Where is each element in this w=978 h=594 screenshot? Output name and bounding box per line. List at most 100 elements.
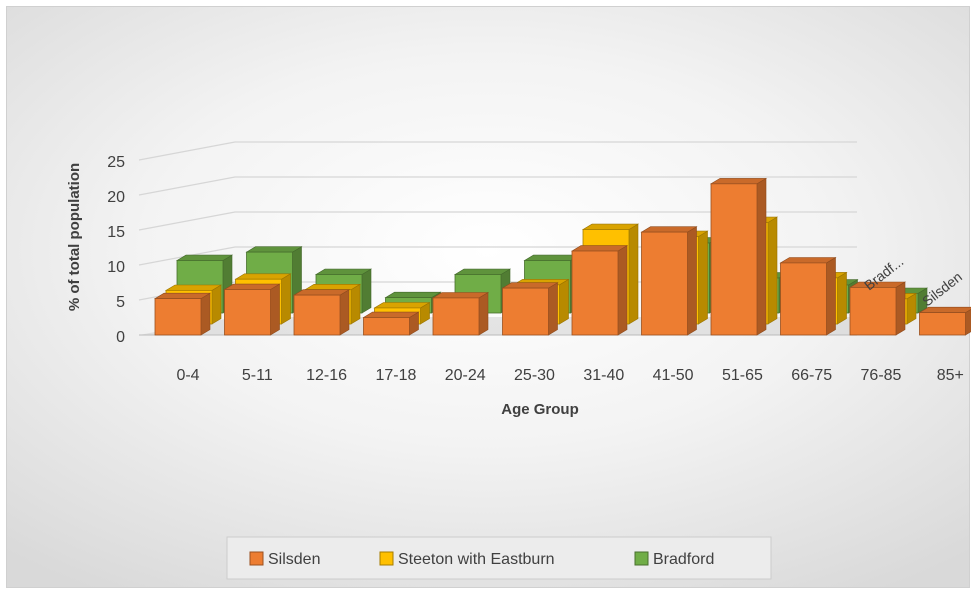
chart-area: 0 5 10 15 20 25 0-4 5-11 12-16 17-18 20-24 25-30 31… (6, 6, 978, 588)
bar-side (756, 177, 767, 336)
legend-item: Silsden (249, 551, 320, 568)
bar-side (350, 283, 361, 325)
y-tick-label: 15 (107, 224, 125, 241)
x-tick-label: 51-65 (722, 367, 763, 384)
bar-side (339, 289, 350, 336)
legend-label: Silsden (268, 551, 320, 568)
bar-side (628, 223, 639, 325)
bar-front (293, 294, 341, 336)
bar-top (223, 283, 281, 290)
bar-front (154, 298, 202, 336)
bar-front (919, 312, 966, 336)
y-axis-title: % of total population (66, 163, 83, 311)
y-axis-ticks: 0 5 10 15 20 25 (107, 154, 125, 346)
bar-front (224, 289, 271, 336)
bar-top (709, 178, 768, 185)
x-axis-title: Age Group (501, 401, 579, 418)
bar-side (211, 284, 222, 325)
bar-top (570, 245, 629, 252)
legend-item: Bradford (634, 551, 714, 568)
bar-side (826, 256, 836, 336)
bar-top (453, 268, 512, 275)
bar (918, 306, 976, 336)
bar-front (502, 287, 549, 336)
bar-top (779, 257, 837, 264)
y-tick-label: 25 (107, 154, 125, 171)
bar-front (641, 231, 688, 336)
legend-swatch (634, 551, 649, 566)
gridline (138, 141, 857, 161)
bar-front (780, 262, 827, 336)
x-tick-label: 66-75 (791, 367, 832, 384)
y-tick-label: 0 (116, 329, 125, 346)
x-tick-label: 12-16 (306, 367, 347, 384)
bar-top (303, 283, 362, 291)
bar-top (431, 292, 490, 299)
gridline (138, 176, 857, 196)
bar (292, 289, 351, 336)
bar-side (687, 226, 697, 336)
x-tick-label: 31-40 (583, 367, 624, 384)
bar (640, 226, 698, 336)
x-tick-label: 85+ (937, 367, 964, 384)
bar (431, 291, 490, 336)
legend: Silsden Steeton with Eastburn Bradford (226, 536, 772, 580)
y-tick-label: 20 (107, 189, 125, 206)
bar-front (849, 286, 897, 336)
x-tick-label: 0-4 (176, 367, 199, 384)
bar-side (281, 273, 291, 325)
bar-front (710, 183, 758, 336)
bar-side (548, 282, 558, 336)
bar-top (234, 273, 292, 280)
bar-side (698, 230, 708, 325)
bar-side (559, 278, 569, 325)
bar-top (314, 268, 373, 275)
legend-label: Steeton with Eastburn (398, 551, 555, 568)
bar-top (175, 254, 234, 261)
bar-side (837, 271, 847, 325)
bar (501, 282, 559, 336)
x-tick-label: 20-24 (445, 367, 486, 384)
x-tick-label: 5-11 (242, 367, 273, 384)
legend-swatch (249, 551, 264, 566)
y-tick-label: 10 (107, 259, 125, 276)
bar-top (581, 223, 640, 230)
bar-top (501, 282, 559, 289)
bar-top (245, 246, 303, 253)
bar-top (164, 284, 223, 291)
bar (779, 256, 837, 336)
bar-front (432, 297, 480, 336)
legend-box (226, 536, 772, 580)
bar-top (362, 311, 420, 318)
bars (153, 177, 978, 336)
x-tick-label: 41-50 (653, 367, 694, 384)
gridline (138, 211, 857, 231)
bar (570, 245, 629, 336)
bar-side (361, 268, 372, 314)
legend-label: Bradford (653, 551, 714, 568)
legend-swatch (379, 551, 394, 566)
x-axis-ticks: 0-4 5-11 12-16 17-18 20-24 25-30 31-40 41-50 51-… (176, 367, 963, 384)
bar (362, 311, 420, 336)
bar-top (523, 254, 581, 261)
legend-item: Steeton with Eastburn (379, 551, 555, 568)
x-tick-label: 76-85 (861, 367, 902, 384)
bar-top (373, 302, 431, 309)
bar-front (363, 317, 410, 336)
bar-side (478, 291, 489, 336)
bar-side (200, 292, 211, 336)
bar (153, 292, 212, 336)
x-tick-label: 25-30 (514, 367, 555, 384)
bar-side (895, 281, 906, 336)
y-tick-label: 5 (116, 294, 125, 311)
bar (223, 283, 281, 336)
bar (709, 177, 768, 336)
bar-front (571, 250, 619, 336)
bar-top (640, 226, 698, 233)
x-tick-label: 17-18 (375, 367, 416, 384)
bar-side (270, 283, 280, 336)
bar-top (153, 292, 212, 299)
bar-side (767, 216, 778, 325)
bar (848, 281, 907, 336)
bar-side (617, 245, 628, 336)
